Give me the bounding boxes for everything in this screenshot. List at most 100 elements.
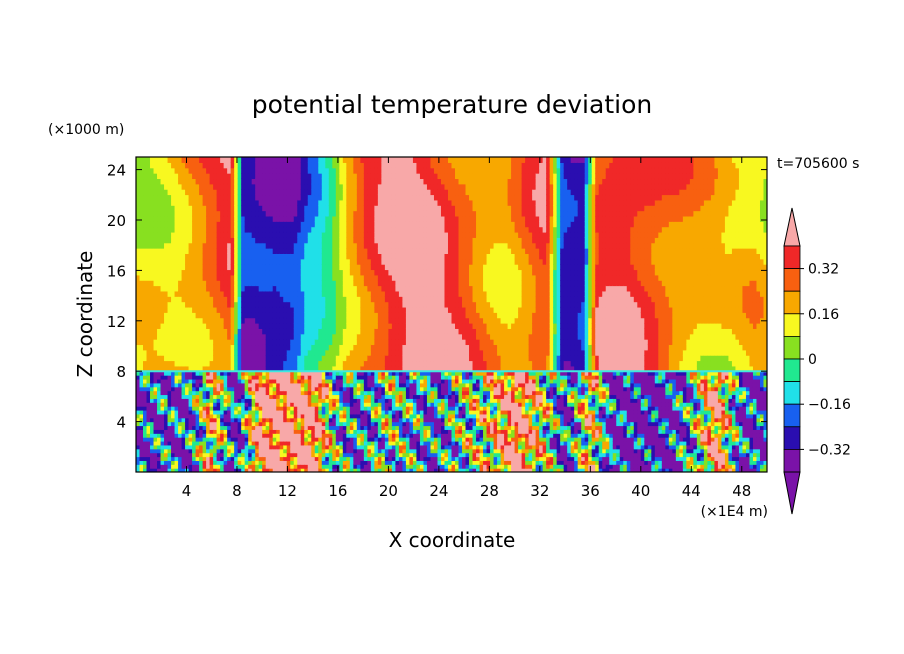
field-cell bbox=[356, 339, 361, 346]
field-cell bbox=[143, 323, 148, 329]
field-cell bbox=[269, 317, 274, 324]
field-cell bbox=[251, 173, 256, 180]
field-cell bbox=[391, 468, 397, 472]
field-cell bbox=[363, 417, 368, 423]
field-cell bbox=[346, 375, 351, 380]
field-cell bbox=[178, 460, 183, 465]
field-cell bbox=[300, 448, 305, 454]
field-cell bbox=[395, 323, 400, 329]
field-cell bbox=[321, 413, 326, 419]
field-cell bbox=[314, 433, 319, 438]
field-cell bbox=[377, 333, 382, 340]
field-cell bbox=[171, 210, 176, 217]
field-cell bbox=[234, 178, 239, 185]
field-cell bbox=[160, 173, 165, 180]
field-cell bbox=[213, 460, 218, 465]
field-cell bbox=[391, 344, 397, 351]
field-cell bbox=[164, 333, 169, 340]
field-cell bbox=[293, 371, 298, 376]
field-cell bbox=[388, 440, 393, 446]
field-cell bbox=[269, 258, 274, 265]
field-cell bbox=[181, 296, 186, 303]
field-cell bbox=[339, 317, 344, 324]
field-cell bbox=[234, 402, 239, 407]
field-cell bbox=[374, 317, 379, 324]
field-cell bbox=[174, 312, 179, 319]
field-cell bbox=[251, 167, 256, 174]
field-cell bbox=[206, 312, 211, 319]
field-cell bbox=[234, 167, 239, 174]
field-cell bbox=[269, 328, 274, 335]
field-cell bbox=[150, 349, 155, 356]
field-cell bbox=[272, 237, 277, 244]
field-cell bbox=[346, 312, 351, 319]
field-cell bbox=[290, 452, 295, 458]
field-cell bbox=[356, 448, 361, 454]
field-cell bbox=[272, 468, 277, 472]
field-cell bbox=[283, 437, 288, 442]
field-cell bbox=[374, 344, 379, 351]
field-cell bbox=[178, 382, 183, 388]
field-cell bbox=[227, 413, 232, 419]
field-cell bbox=[297, 452, 302, 458]
field-cell bbox=[181, 258, 186, 265]
field-cell bbox=[139, 433, 144, 438]
field-cell bbox=[195, 448, 200, 454]
field-cell bbox=[370, 444, 375, 450]
field-cell bbox=[283, 440, 288, 446]
field-cell bbox=[272, 429, 277, 434]
field-cell bbox=[223, 349, 228, 356]
field-cell bbox=[241, 425, 246, 430]
field-cell bbox=[381, 382, 386, 388]
field-cell bbox=[398, 317, 404, 324]
field-cell bbox=[314, 301, 319, 308]
field-cell bbox=[286, 162, 291, 169]
field-cell bbox=[384, 440, 389, 446]
field-cell bbox=[255, 333, 260, 340]
field-cell bbox=[181, 323, 186, 329]
field-cell bbox=[356, 285, 361, 292]
field-cell bbox=[370, 425, 375, 430]
field-cell bbox=[332, 274, 337, 281]
field-cell bbox=[160, 409, 165, 415]
field-cell bbox=[346, 231, 351, 238]
field-cell bbox=[269, 433, 274, 438]
field-cell bbox=[255, 269, 260, 276]
field-cell bbox=[160, 157, 165, 163]
field-cell bbox=[213, 248, 218, 254]
field-cell bbox=[139, 402, 144, 407]
field-cell bbox=[202, 464, 207, 469]
field-cell bbox=[367, 344, 372, 351]
field-cell bbox=[300, 344, 305, 351]
field-cell bbox=[395, 210, 400, 217]
field-cell bbox=[202, 312, 207, 319]
field-cell bbox=[374, 258, 379, 265]
field-cell bbox=[220, 421, 225, 427]
field-cell bbox=[290, 194, 295, 201]
field-cell bbox=[388, 312, 393, 319]
field-cell bbox=[286, 205, 291, 212]
field-cell bbox=[202, 231, 207, 238]
field-cell bbox=[146, 194, 151, 201]
field-cell bbox=[377, 371, 382, 376]
field-cell bbox=[251, 178, 256, 185]
field-cell bbox=[153, 210, 158, 217]
field-cell bbox=[241, 199, 246, 206]
field-cell bbox=[356, 433, 361, 438]
field-cell bbox=[332, 355, 337, 362]
field-cell bbox=[216, 296, 221, 303]
field-cell bbox=[150, 355, 155, 362]
field-cell bbox=[181, 355, 186, 362]
field-cell bbox=[195, 301, 200, 308]
field-cell bbox=[353, 328, 358, 335]
field-cell bbox=[307, 333, 312, 340]
field-cell bbox=[311, 456, 316, 461]
field-cell bbox=[227, 409, 232, 415]
field-cell bbox=[318, 456, 323, 461]
field-cell bbox=[223, 167, 228, 174]
field-cell bbox=[143, 390, 148, 396]
field-cell bbox=[237, 433, 242, 438]
field-cell bbox=[349, 448, 354, 454]
field-cell bbox=[230, 205, 235, 212]
field-cell bbox=[349, 421, 354, 427]
